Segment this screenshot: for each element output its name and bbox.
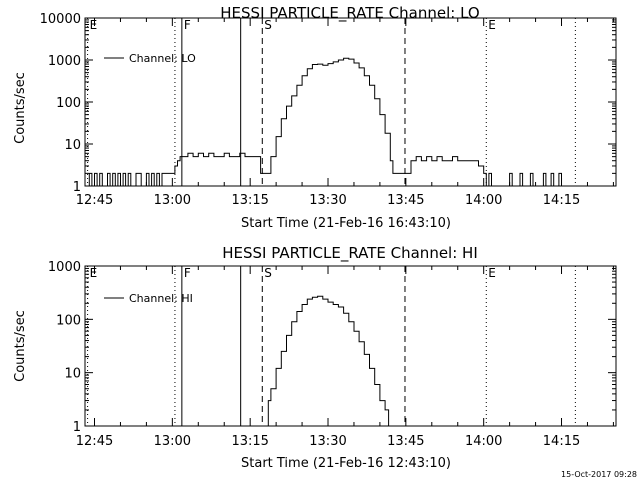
hi-marker-label: F [184,266,191,280]
lo-marker-label: S [264,18,272,32]
lo-marker-label: E [90,18,98,32]
hi-chart-title: HESSI PARTICLE_RATE Channel: HI [222,244,478,263]
hi-marker-label: E [488,266,496,280]
lo-y-tick-label: 10 [64,138,81,153]
footer-timestamp: 15-Oct-2017 09:28 [561,470,637,479]
hi-legend: Channel: HI [104,292,193,305]
hi-y-tick-label: 1000 [48,260,81,275]
lo-x-axis-label: Start Time (21-Feb-16 16:43:10) [241,216,451,231]
hi-y-tick-label: 10 [64,367,81,382]
hi-x-tick-label: 13:30 [309,434,346,449]
hi-marker-label: E [90,266,98,280]
hi-x-tick-label: 13:45 [387,434,424,449]
lo-x-tick-label: 14:15 [543,193,580,208]
hi-x-tick-label: 14:15 [543,434,580,449]
lo-y-tick-label: 1 [73,180,81,195]
hi-x-tick-label: 12:45 [76,434,113,449]
hi-marker-label: S [264,266,272,280]
hi-series [264,295,390,427]
hi-y-axis-label: Counts/sec [13,310,28,382]
hi-axis-ticks: 12:45 13:00 13:15 13:30 13:45 14:00 14:15 1 10 10… [48,260,616,449]
lo-legend-label: Channel: LO [129,52,196,65]
hi-plot-frame [84,265,617,427]
lo-marker-label: F [184,18,191,32]
hi-y-tick-label: 100 [56,313,81,328]
lo-y-tick-label: 1000 [48,54,81,69]
hi-channel-panel: HESSI PARTICLE_RATE Channel: HI Counts/s… [13,244,617,471]
lo-legend: Channel: LO [104,52,196,65]
lo-x-tick-label: 13:15 [231,193,268,208]
lo-plot-frame [84,17,617,187]
hi-y-tick-label: 1 [73,420,81,435]
hi-x-tick-label: 14:00 [465,434,502,449]
hi-x-tick-label: 13:15 [231,434,268,449]
lo-x-tick-label: 13:00 [154,193,191,208]
lo-x-tick-label: 13:30 [309,193,346,208]
lo-y-axis-label: Counts/sec [13,72,28,144]
lo-y-tick-label: 100 [56,96,81,111]
lo-x-tick-label: 12:45 [76,193,113,208]
lo-x-tick-label: 14:00 [465,193,502,208]
hi-series-line [264,295,390,427]
hi-legend-label: Channel: HI [129,292,193,305]
lo-y-tick-label: 10000 [40,12,81,27]
lo-channel-panel: HESSI PARTICLE_RATE Channel: LO Counts/s… [13,4,617,231]
hi-x-tick-label: 13:00 [154,434,191,449]
hi-x-axis-label: Start Time (21-Feb-16 12:43:10) [241,456,451,471]
lo-chart-title: HESSI PARTICLE_RATE Channel: LO [220,4,479,23]
lo-marker-label: E [488,18,496,32]
lo-x-tick-label: 13:45 [387,193,424,208]
